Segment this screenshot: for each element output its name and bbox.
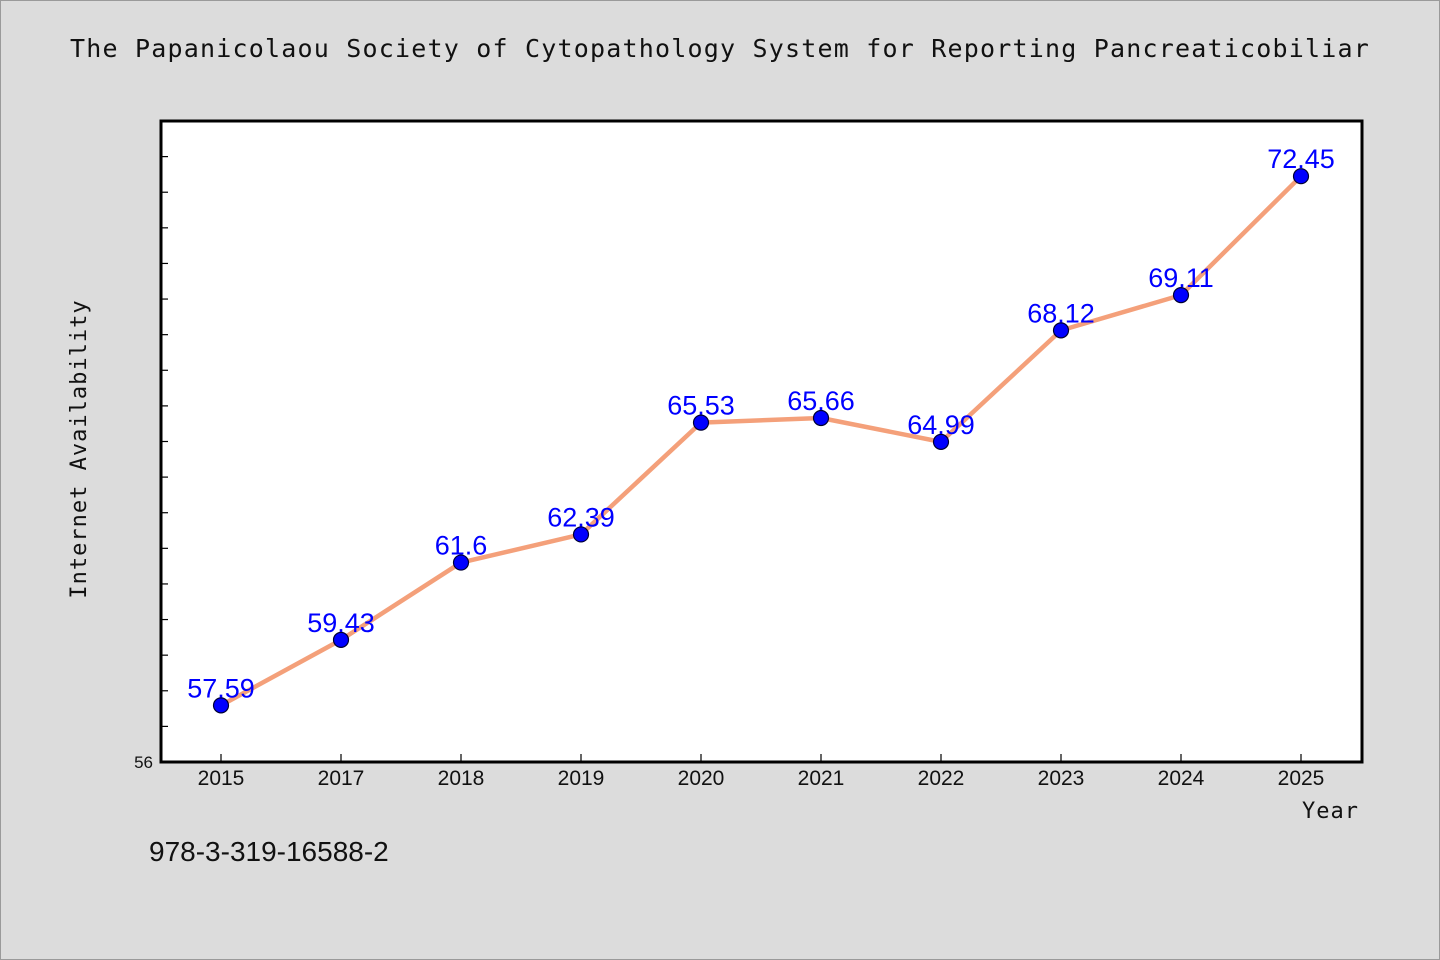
data-label: 65.53 (667, 391, 735, 421)
data-point (452, 554, 470, 571)
x-tick-label: 2015 (198, 767, 245, 790)
x-tick-label: 2023 (1038, 767, 1085, 790)
data-label: 72.45 (1267, 144, 1335, 174)
data-label: 65.66 (787, 386, 855, 416)
data-point (1172, 287, 1190, 304)
data-point (692, 414, 710, 431)
x-tick-label: 2018 (438, 767, 485, 790)
y-axis-title: Internet Availability (67, 299, 92, 598)
data-label: 57.59 (187, 673, 255, 703)
data-label: 64.99 (907, 410, 975, 440)
x-tick-label: 2024 (1158, 767, 1205, 790)
data-point (932, 433, 950, 450)
x-axis-title: Year (1302, 799, 1359, 824)
data-label: 69.11 (1148, 263, 1214, 293)
data-point (1052, 322, 1070, 339)
series-layer (212, 168, 1310, 714)
x-tick-label: 2022 (918, 767, 965, 790)
data-label: 62.39 (547, 502, 615, 532)
x-tick-label: 2019 (558, 767, 605, 790)
x-tick-label: 2021 (798, 767, 845, 790)
y-axis-ticks: 56 (134, 156, 168, 772)
data-point (812, 409, 830, 427)
x-tick-label: 2025 (1278, 767, 1325, 790)
data-label-layer: 57.59 59.43 61.6 62.39 65.53 65.66 64.99 68.12 6… (187, 144, 1335, 703)
data-point (212, 697, 230, 714)
footer-id-text: 978-3-319-16588-2 (149, 836, 389, 867)
data-point (572, 526, 590, 543)
data-label: 61.6 (435, 531, 488, 561)
x-axis-ticks: 2015 2017 2018 2019 2020 2021 2022 2023 2024 2025 (198, 754, 1325, 790)
series-line (218, 173, 1304, 708)
x-tick-label: 2017 (318, 767, 365, 790)
data-point (1292, 168, 1310, 185)
data-label: 59.43 (307, 608, 375, 638)
data-point (332, 631, 350, 648)
chart-title: The Papanicolaou Society of Cytopatholog… (69, 34, 1371, 63)
plot-area (159, 119, 1364, 764)
y-tick-label: 56 (134, 753, 153, 772)
data-label: 68.12 (1027, 298, 1095, 328)
x-tick-label: 2020 (678, 767, 725, 790)
